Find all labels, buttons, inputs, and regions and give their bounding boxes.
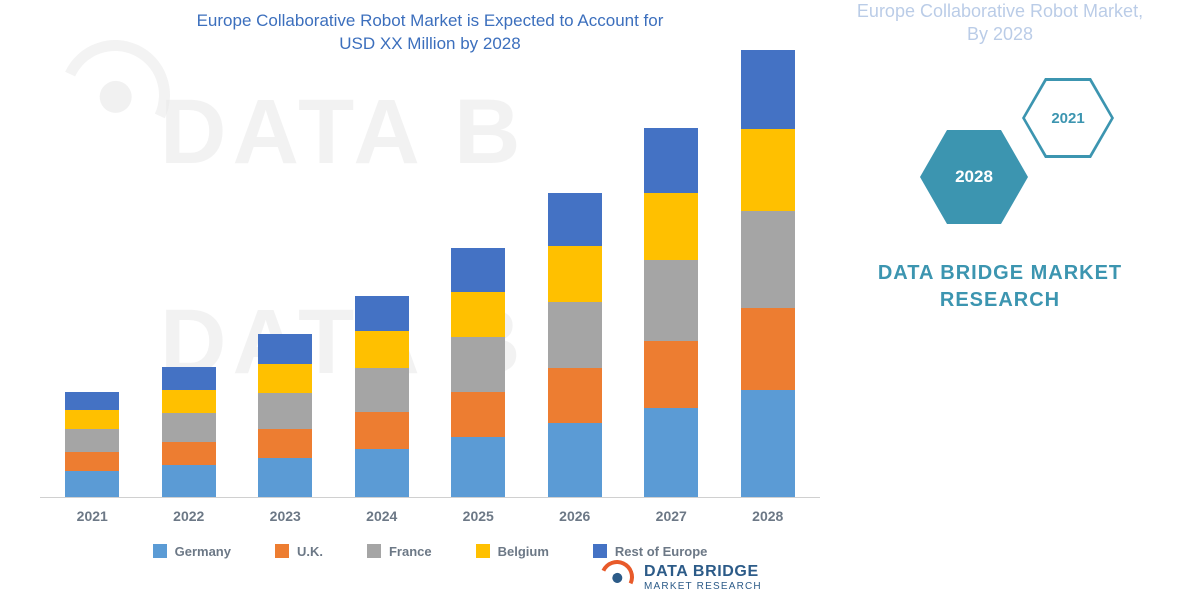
bar-segment <box>451 337 505 392</box>
bar-segment <box>644 193 698 260</box>
bar-column <box>62 392 123 497</box>
bar-segment <box>162 465 216 496</box>
bar-column <box>159 367 220 497</box>
legend-label: Belgium <box>498 544 549 559</box>
footer-text-line1: DATA BRIDGE <box>644 563 762 581</box>
bar-segment <box>355 412 409 449</box>
bar-column <box>738 50 799 497</box>
bar-segment <box>644 341 698 408</box>
legend-label: Rest of Europe <box>615 544 707 559</box>
legend-swatch <box>476 544 490 558</box>
bar-segment <box>65 410 119 429</box>
x-tick-label: 2021 <box>62 508 123 524</box>
hex-big: 2028 <box>920 130 1028 224</box>
bar-segment <box>65 392 119 410</box>
hex-small-label: 2021 <box>1025 81 1111 155</box>
x-tick-label: 2023 <box>255 508 316 524</box>
legend: Germany U.K. France Belgium Rest of Europe <box>40 544 820 559</box>
hex-big-label: 2028 <box>955 167 993 187</box>
bar-segment <box>162 390 216 413</box>
bar-segment <box>451 437 505 497</box>
legend-label: U.K. <box>297 544 323 559</box>
bar-segment <box>741 390 795 497</box>
right-faded-title: Europe Collaborative Robot Market, By 20… <box>830 0 1170 47</box>
bar-segment <box>741 50 795 129</box>
x-tick-label: 2025 <box>448 508 509 524</box>
footer-logo-text: DATA BRIDGE MARKET RESEARCH <box>644 563 762 592</box>
bar-segment <box>741 129 795 211</box>
bar-column <box>545 193 606 497</box>
hex-graphic: 2021 2028 <box>910 60 1130 240</box>
legend-item: Belgium <box>476 544 549 559</box>
footer-text-line2: MARKET RESEARCH <box>644 581 762 592</box>
bar-segment <box>355 331 409 368</box>
legend-swatch <box>593 544 607 558</box>
bar-segment <box>258 458 312 497</box>
legend-item: U.K. <box>275 544 323 559</box>
bar-segment <box>258 393 312 429</box>
bar-column <box>352 296 413 497</box>
x-tick-label: 2026 <box>545 508 606 524</box>
right-title-line1: Europe Collaborative Robot Market, <box>857 1 1143 21</box>
bar-segment <box>548 302 602 368</box>
right-title-line2: By 2028 <box>967 24 1033 44</box>
bar-segment <box>258 429 312 458</box>
legend-swatch <box>275 544 289 558</box>
bar-segment <box>644 260 698 341</box>
footer-logo: DATA BRIDGE MARKET RESEARCH <box>600 560 762 594</box>
brand-line1: DATA BRIDGE MARKET <box>878 262 1122 284</box>
bar-segment <box>741 308 795 390</box>
bar-segment <box>548 193 602 246</box>
bar-segment <box>548 246 602 302</box>
legend-swatch <box>153 544 167 558</box>
bar-segment <box>258 334 312 363</box>
bar-segment <box>162 367 216 390</box>
bar-segment <box>548 368 602 424</box>
bar-segment <box>355 296 409 332</box>
x-tick-label: 2028 <box>738 508 799 524</box>
x-axis-labels: 2021 2022 2023 2024 2025 2026 2027 2028 <box>40 498 820 524</box>
legend-label: Germany <box>175 544 231 559</box>
bar-plot <box>40 68 820 498</box>
x-tick-label: 2022 <box>159 508 220 524</box>
chart-title: Europe Collaborative Robot Market is Exp… <box>40 10 820 56</box>
bar-column <box>448 248 509 497</box>
chart-container: Europe Collaborative Robot Market is Exp… <box>40 10 820 570</box>
bar-column <box>255 334 316 497</box>
x-tick-label: 2024 <box>352 508 413 524</box>
legend-item: Rest of Europe <box>593 544 707 559</box>
chart-title-line1: Europe Collaborative Robot Market is Exp… <box>197 11 664 30</box>
bar-segment <box>65 429 119 452</box>
bar-segment <box>355 368 409 412</box>
chart-title-line2: USD XX Million by 2028 <box>339 34 520 53</box>
legend-swatch <box>367 544 381 558</box>
bar-segment <box>741 211 795 309</box>
bar-segment <box>548 423 602 496</box>
x-tick-label: 2027 <box>641 508 702 524</box>
brand-text: DATA BRIDGE MARKET RESEARCH <box>830 260 1170 314</box>
bar-segment <box>451 292 505 337</box>
legend-item: France <box>367 544 432 559</box>
bar-segment <box>451 248 505 292</box>
bar-segment <box>162 413 216 442</box>
bar-segment <box>65 471 119 497</box>
bar-segment <box>258 364 312 393</box>
bar-segment <box>65 452 119 471</box>
hex-small-outline: 2021 <box>1022 78 1114 158</box>
bar-segment <box>644 128 698 193</box>
bar-column <box>641 128 702 497</box>
legend-item: Germany <box>153 544 231 559</box>
brand-line2: RESEARCH <box>940 289 1060 311</box>
bar-segment <box>162 442 216 465</box>
bar-segment <box>451 392 505 437</box>
right-panel: Europe Collaborative Robot Market, By 20… <box>830 0 1170 560</box>
footer-logo-mark <box>595 555 639 599</box>
bar-segment <box>644 408 698 497</box>
legend-label: France <box>389 544 432 559</box>
bar-segment <box>355 449 409 497</box>
